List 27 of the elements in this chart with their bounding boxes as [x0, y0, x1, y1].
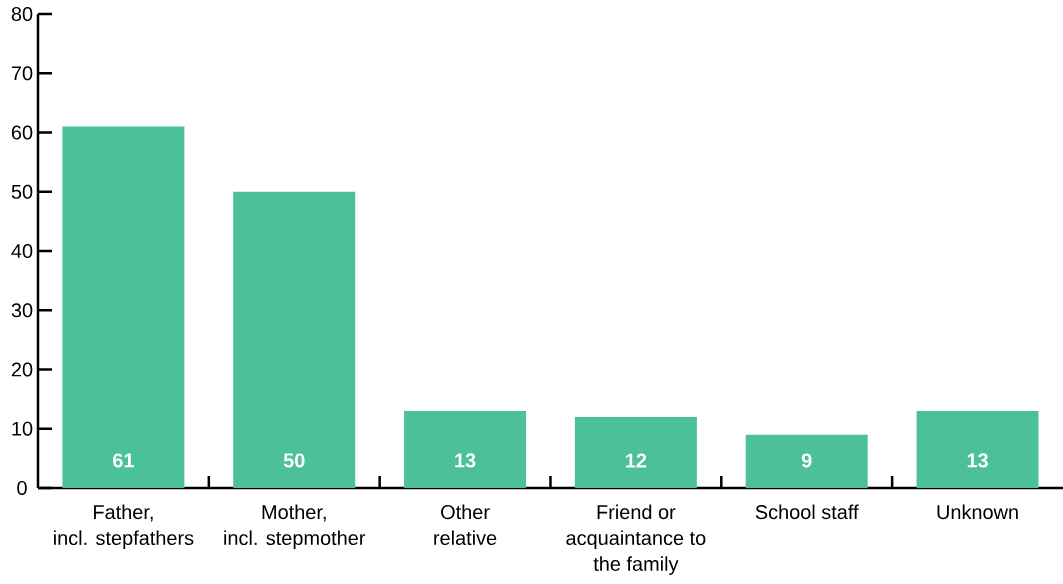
y-tick-label: 80 [11, 6, 33, 22]
data-label: 61 [113, 453, 134, 468]
x-tick-label: Other relative [434, 504, 497, 546]
y-tick-label: 10 [12, 421, 33, 436]
data-label: 13 [967, 453, 988, 468]
y-tick-label: 20 [11, 362, 33, 377]
y-tick-label: 50 [11, 184, 33, 199]
x-tick-label: Friend or acquaintance to the family [566, 504, 706, 575]
x-tick-label: School staff [755, 504, 859, 520]
data-label: 50 [283, 453, 305, 468]
y-tick-label: 70 [11, 66, 33, 81]
x-tick-label: Father, incl. stepfathers [54, 504, 194, 549]
data-label: 9 [801, 453, 812, 468]
x-tick-label: Unknown [937, 504, 1018, 520]
bar [916, 410, 1039, 488]
y-tick-label: 40 [11, 243, 33, 259]
bar [574, 416, 697, 488]
bar [233, 191, 356, 488]
bar [62, 126, 185, 488]
y-tick-label: 60 [11, 125, 33, 140]
data-label: 12 [626, 453, 647, 468]
y-tick-label: 0 [17, 480, 27, 496]
data-label: 13 [455, 453, 476, 468]
y-tick-label: 30 [11, 303, 33, 318]
bar [745, 434, 868, 488]
bar [404, 410, 527, 488]
x-tick-label: Mother, incl. stepmother [224, 504, 366, 549]
